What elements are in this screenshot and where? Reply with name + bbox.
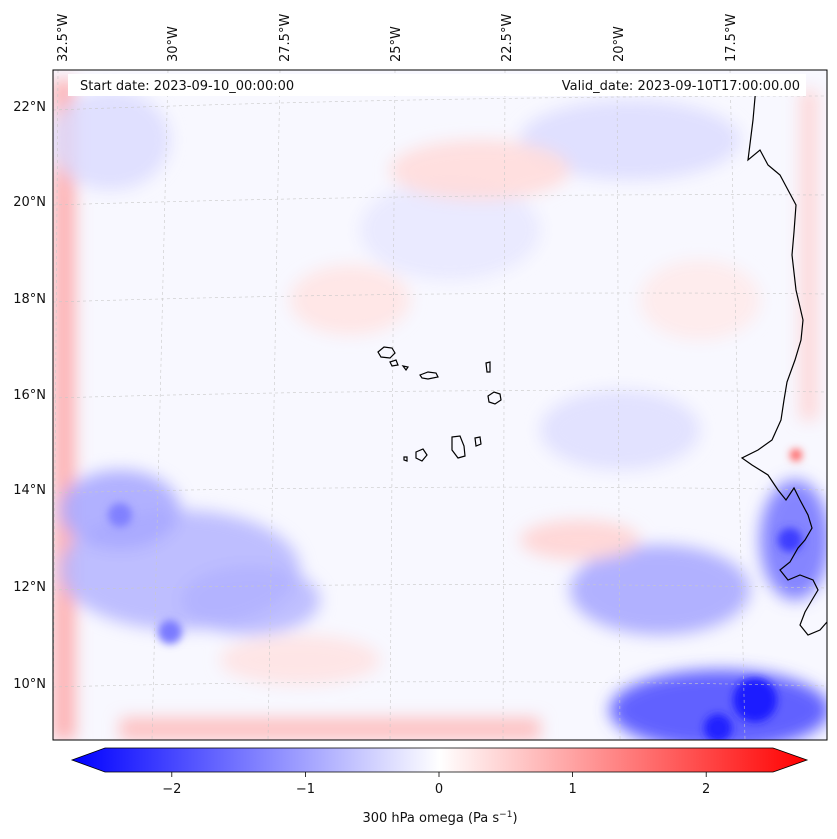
island-santo-antao bbox=[377, 346, 396, 359]
lat-label: 16°N bbox=[13, 388, 46, 403]
omega-blobs bbox=[53, 80, 827, 740]
cape-verde-islands bbox=[377, 346, 502, 462]
colorbar-tick-label: 1 bbox=[568, 782, 576, 797]
blue-area bbox=[180, 565, 320, 635]
south-boundary-band bbox=[120, 718, 540, 740]
red-area bbox=[390, 140, 570, 200]
island-boa-vista bbox=[487, 391, 502, 405]
blue-cell bbox=[778, 528, 802, 552]
island-brava bbox=[403, 456, 408, 462]
colorbar-ticks: −2 −1 0 1 2 bbox=[162, 772, 710, 797]
graticule bbox=[53, 70, 827, 740]
island-maio bbox=[474, 436, 482, 447]
date-header-box bbox=[68, 74, 806, 96]
colorbar-label-superscript: −1 bbox=[499, 810, 512, 820]
colorbar-tick-label: 2 bbox=[702, 782, 710, 797]
island-santa-luzia bbox=[401, 365, 409, 372]
east-boundary-band bbox=[800, 90, 818, 420]
island-santiago bbox=[451, 435, 466, 459]
red-cell bbox=[790, 449, 802, 461]
lon-label: 30°W bbox=[166, 26, 181, 62]
red-area bbox=[290, 265, 410, 335]
lon-label: 17.5°W bbox=[724, 14, 739, 62]
lat-label: 12°N bbox=[13, 580, 46, 595]
blue-area bbox=[570, 545, 750, 635]
lat-label: 22°N bbox=[13, 100, 46, 115]
map-panel: Start date: 2023-09-10_00:00:00 Valid_da… bbox=[52, 69, 828, 741]
colorbar: −2 −1 0 1 2 300 hPa omega (Pa s−1) bbox=[70, 747, 809, 826]
omega-field bbox=[53, 70, 827, 740]
red-area bbox=[640, 260, 760, 340]
lon-label: 20°W bbox=[612, 26, 627, 62]
blue-cell bbox=[158, 620, 182, 644]
colorbar-label-text: 300 hPa omega (Pa s bbox=[362, 811, 499, 826]
colorbar-bar bbox=[70, 747, 809, 773]
colorbar-tick-label: −1 bbox=[296, 782, 315, 797]
lat-label: 10°N bbox=[13, 677, 46, 692]
island-sao-vicente bbox=[389, 359, 399, 367]
lon-label: 22.5°W bbox=[500, 14, 515, 62]
blue-area bbox=[360, 180, 540, 280]
longitude-labels: 32.5°W 30°W 27.5°W 25°W 22.5°W 20°W 17.5… bbox=[56, 14, 739, 62]
island-fogo bbox=[415, 448, 428, 462]
start-date-label: Start date: 2023-09-10_00:00:00 bbox=[80, 79, 294, 94]
blue-cell bbox=[704, 714, 732, 740]
red-area bbox=[520, 520, 640, 560]
blue-cell bbox=[108, 503, 132, 527]
valid-date-label: Valid_date: 2023-09-10T17:00:00.00 bbox=[562, 79, 800, 94]
island-sao-nicolau bbox=[419, 371, 439, 380]
lon-label: 27.5°W bbox=[278, 14, 293, 62]
lat-label: 14°N bbox=[13, 483, 46, 498]
west-boundary-band bbox=[53, 80, 75, 740]
island-sal bbox=[485, 361, 491, 373]
map-border bbox=[52, 69, 828, 741]
lon-label: 25°W bbox=[389, 26, 404, 62]
lon-label: 32.5°W bbox=[56, 14, 71, 62]
colorbar-label-end: ) bbox=[512, 811, 517, 826]
blue-area bbox=[53, 90, 170, 190]
latitude-labels: 22°N 20°N 18°N 16°N 14°N 12°N 10°N bbox=[13, 100, 46, 692]
blue-area bbox=[520, 100, 740, 180]
red-area bbox=[220, 635, 380, 685]
colorbar-tick-label: 0 bbox=[435, 782, 443, 797]
blue-area bbox=[540, 390, 700, 470]
colorbar-tick-label: −2 bbox=[162, 782, 181, 797]
colorbar-label: 300 hPa omega (Pa s−1) bbox=[362, 810, 517, 826]
coastline-west-africa bbox=[740, 74, 827, 636]
lat-label: 20°N bbox=[13, 195, 46, 210]
lat-label: 18°N bbox=[13, 292, 46, 307]
